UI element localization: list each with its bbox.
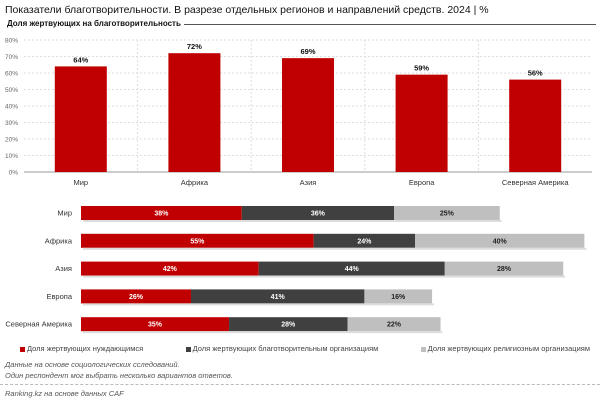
legend-item: Доля жертвующих нуждающимся (20, 344, 143, 354)
x-tick-label: Северная Америка (502, 178, 569, 187)
stacked-bar-segment (347, 317, 441, 332)
row-label: Африка (45, 236, 73, 245)
stacked-bar-segment (81, 233, 314, 248)
stacked-bar-segment (258, 261, 445, 276)
y-tick-label: 80% (5, 38, 18, 45)
bar-shadow (83, 331, 443, 334)
stacked-bar-segment (190, 289, 365, 304)
data-label: 64% (73, 55, 88, 64)
bar (282, 58, 334, 172)
segment-label: 25% (440, 211, 455, 218)
stacked-bar-segment (81, 289, 191, 304)
segment-label: 16% (391, 294, 406, 301)
x-tick-label: Африка (181, 178, 209, 187)
stacked-bar-segment (229, 317, 348, 332)
source: Ranking.kz на основе данных CAF (5, 389, 124, 398)
x-tick-label: Азия (300, 178, 317, 187)
row-label: Северная Америка (5, 320, 72, 329)
chart-subtitle: Доля жертвующих на благотворительность (7, 19, 184, 29)
row-label: Мир (57, 209, 72, 218)
bar (395, 74, 448, 172)
note: Данные на основе социологических сследов… (5, 360, 180, 369)
segment-label: 22% (387, 322, 402, 329)
row-label: Азия (55, 264, 72, 273)
stacked-bar-segment (241, 206, 395, 220)
legend-label: Доля жертвующих нуждающимся (27, 344, 144, 353)
segment-label: 24% (357, 238, 372, 245)
y-tick-label: 0% (9, 170, 19, 177)
bar (509, 79, 562, 172)
legend-swatch (420, 346, 426, 352)
legend-item: Доля жертвующих религиозным организациям (420, 344, 590, 354)
legend: Доля жертвующих нуждающимся Доля жертвую… (20, 344, 590, 354)
y-tick-label: 30% (5, 120, 18, 127)
segment-label: 38% (154, 211, 169, 218)
data-label: 72% (187, 42, 202, 51)
stacked-bar-segment (81, 261, 259, 276)
legend-swatch (20, 346, 25, 352)
segment-label: 44% (345, 266, 360, 273)
segment-label: 41% (271, 294, 286, 301)
stacked-bar-segment (81, 317, 230, 332)
stacked-bar-segment (364, 289, 433, 304)
bar (54, 66, 107, 172)
note: Один респондент мог выбрать несколько ва… (5, 371, 233, 380)
segment-label: 28% (497, 266, 512, 273)
segment-label: 42% (163, 266, 178, 273)
segment-label: 40% (493, 238, 508, 245)
data-label: 59% (414, 64, 429, 73)
bar-shadow (83, 220, 502, 222)
bar-shadow (83, 247, 587, 250)
stacked-bar-segment (394, 206, 500, 220)
data-label: 69% (300, 47, 315, 56)
divider (0, 384, 600, 385)
segment-label: 36% (311, 211, 326, 218)
legend-label: Доля жертвующих благотворительным органи… (192, 344, 379, 353)
bar (168, 53, 221, 173)
y-tick-label: 50% (5, 87, 18, 94)
stacked-bar-segment (415, 233, 585, 248)
stacked-bar-segment (81, 206, 242, 220)
segment-label: 26% (129, 294, 144, 301)
segment-label: 28% (281, 322, 296, 329)
y-tick-label: 60% (5, 71, 18, 78)
legend-swatch (185, 346, 191, 352)
segment-label: 55% (190, 238, 205, 245)
y-tick-label: 20% (5, 137, 18, 144)
bar-shadow (83, 303, 435, 306)
stacked-bar-segment (313, 233, 416, 248)
segment-label: 35% (148, 322, 163, 329)
page-title: Показатели благотворительности. В разрез… (5, 4, 489, 16)
y-tick-label: 40% (5, 104, 18, 111)
bar-shadow (83, 275, 566, 278)
x-tick-label: Мир (73, 178, 88, 187)
legend-label: Доля жертвующих религиозным организациям (427, 344, 590, 353)
legend-item: Доля жертвующих благотворительным органи… (185, 344, 379, 354)
y-tick-label: 70% (5, 54, 18, 61)
row-label: Европа (46, 292, 72, 301)
x-tick-label: Европа (409, 178, 435, 187)
data-label: 56% (528, 69, 543, 78)
y-tick-label: 10% (5, 153, 18, 160)
subtitle-rule (7, 24, 596, 25)
stacked-bar-segment (444, 261, 564, 276)
